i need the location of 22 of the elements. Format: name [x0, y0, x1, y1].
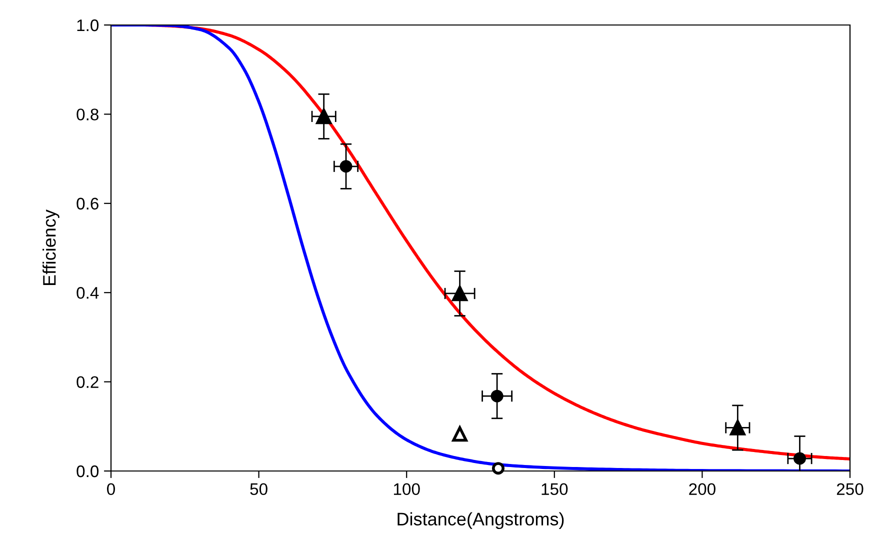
y-tick-label: 0.0	[76, 465, 99, 478]
point	[730, 420, 746, 436]
point	[793, 452, 806, 465]
x-tick-label: 50	[250, 483, 268, 496]
y-tick-label: 0.6	[76, 198, 98, 210]
x-tick-label: 150	[542, 483, 568, 496]
y-tick-label: 0.2	[76, 376, 98, 388]
point	[340, 160, 352, 173]
point	[316, 108, 332, 124]
x-tick-label: 0	[107, 483, 115, 496]
y-tick-label: 0.8	[76, 108, 98, 120]
point	[492, 462, 504, 475]
x-tick-label: 200	[689, 483, 716, 496]
y-tick-label: 1.0	[77, 19, 99, 32]
point	[452, 426, 468, 442]
y-axis-title: Efficiency	[42, 210, 60, 285]
point	[490, 390, 504, 402]
x-tick-label: 100	[394, 483, 420, 496]
x-tick-label: 250	[836, 483, 864, 496]
x-axis-title: Distance(Angstroms)	[398, 512, 564, 530]
y-tick-label: 0.4	[76, 287, 99, 299]
point	[452, 286, 468, 302]
